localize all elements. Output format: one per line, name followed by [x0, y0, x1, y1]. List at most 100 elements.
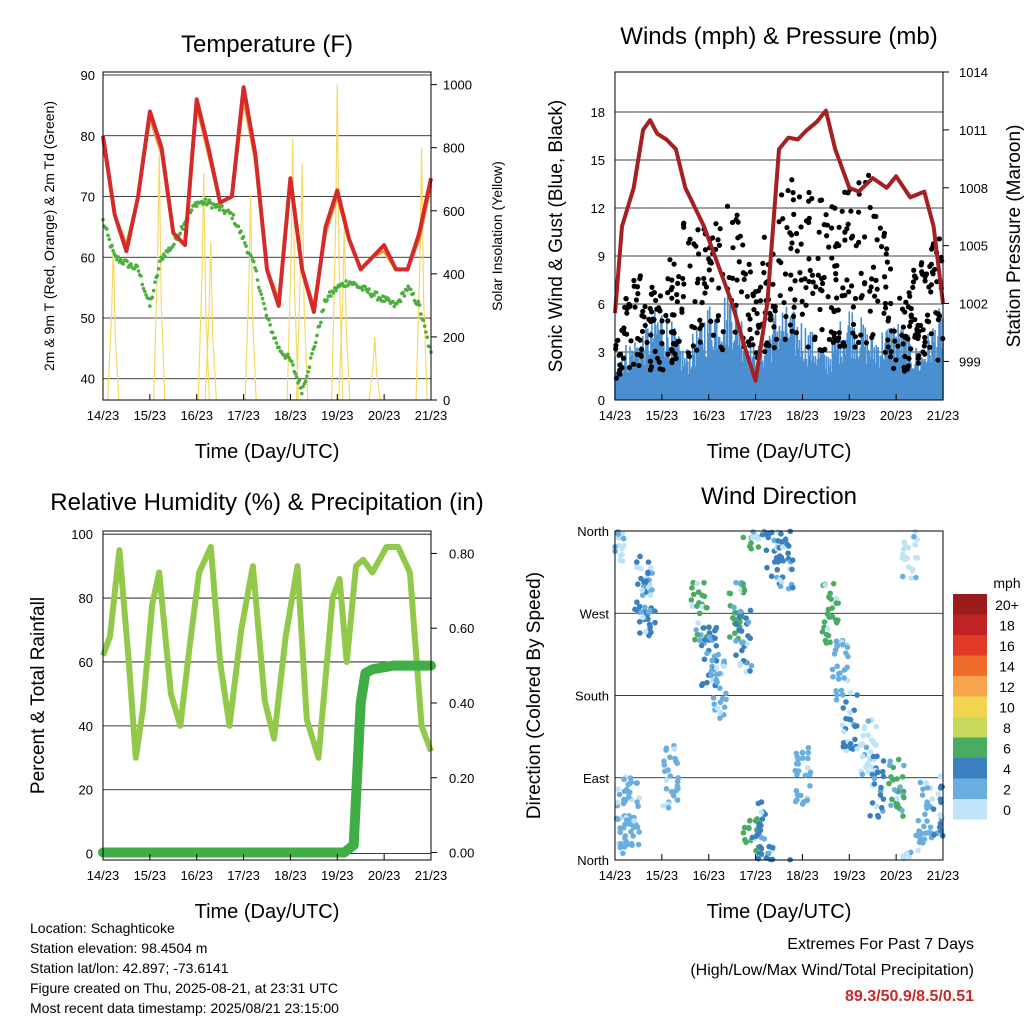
- direction-point: [706, 630, 713, 636]
- direction-point: [635, 581, 641, 587]
- x-tick-label-3: 17/23: [739, 868, 772, 883]
- direction-point: [747, 635, 753, 642]
- gust-point: [856, 239, 862, 245]
- direction-point: [844, 644, 851, 650]
- gust-point: [659, 318, 665, 324]
- dewpoint-point: [243, 241, 247, 245]
- direction-point: [841, 667, 848, 673]
- gust-point: [695, 227, 701, 233]
- gust-point: [787, 322, 793, 328]
- dewpoint-point: [313, 340, 318, 345]
- direction-point: [633, 559, 640, 565]
- gust-point: [806, 219, 812, 226]
- plot-frame-2: [102, 530, 432, 861]
- y-tick-label: 9: [598, 249, 605, 264]
- gust-point: [619, 327, 625, 333]
- direction-point: [727, 634, 733, 640]
- gust-point: [761, 270, 767, 276]
- direction-point: [899, 573, 906, 580]
- gust-point: [902, 353, 908, 360]
- gust-point: [665, 351, 671, 357]
- gust-point: [653, 297, 659, 304]
- gust-point: [831, 331, 837, 337]
- dewpoint-point: [270, 330, 275, 335]
- direction-point: [622, 821, 628, 828]
- direction-point: [880, 796, 887, 802]
- dewpoint-point: [268, 323, 272, 327]
- direction-point: [631, 818, 637, 824]
- x-tick-label-3: 16/23: [692, 868, 725, 883]
- dewpoint-point: [156, 267, 161, 271]
- dewpoint-point: [139, 274, 143, 278]
- direction-point: [939, 813, 945, 820]
- gust-point: [888, 300, 894, 307]
- gust-point: [900, 341, 906, 347]
- gust-point: [884, 259, 891, 265]
- plot-frame-1: [614, 71, 944, 401]
- gust-point: [740, 242, 746, 248]
- direction-point: [789, 584, 796, 591]
- gust-point: [822, 346, 828, 352]
- gust-point: [777, 292, 783, 299]
- gust-point: [817, 306, 823, 313]
- dewpoint-point: [189, 208, 194, 212]
- direction-point: [743, 839, 749, 846]
- gust-point: [615, 337, 621, 343]
- gust-point: [669, 277, 675, 283]
- gust-point: [734, 212, 740, 218]
- rh-line: [100, 544, 434, 761]
- gust-point: [887, 354, 894, 360]
- direction-point: [731, 604, 737, 611]
- gust-point: [806, 198, 812, 204]
- direction-point: [652, 608, 658, 615]
- gust-point: [865, 172, 872, 178]
- gust-point: [620, 355, 627, 361]
- direction-point: [709, 657, 715, 664]
- dewpoint-point: [178, 231, 183, 236]
- gust-point: [848, 235, 855, 241]
- direction-point: [642, 604, 648, 611]
- gust-point: [868, 284, 874, 290]
- station-elevation: Station elevation: 98.4504 m: [30, 940, 208, 956]
- y-tick-label: 90: [81, 68, 95, 83]
- gust-point: [803, 284, 809, 291]
- direction-point: [663, 747, 669, 753]
- direction-point: [619, 552, 625, 558]
- gust-point: [810, 279, 816, 285]
- legend-label: 10: [999, 700, 1015, 716]
- gust-point: [884, 246, 890, 252]
- dewpoint-point: [274, 341, 279, 345]
- direction-point: [701, 579, 707, 586]
- direction-point: [636, 619, 643, 625]
- gust-point: [744, 293, 750, 300]
- direction-point: [833, 697, 840, 703]
- direction-point: [638, 575, 644, 582]
- gust-point: [912, 316, 918, 323]
- gust-point: [635, 291, 641, 297]
- gust-point: [747, 326, 753, 333]
- direction-point: [723, 690, 729, 697]
- dewpoint-point: [158, 259, 162, 264]
- direction-point: [701, 593, 708, 600]
- gust-point: [747, 269, 754, 275]
- direction-point: [615, 531, 621, 537]
- direction-point: [890, 764, 897, 771]
- gust-point: [768, 317, 774, 323]
- gust-point: [648, 309, 655, 315]
- gust-point: [690, 343, 696, 349]
- y-right-tick-label: 1014: [959, 65, 988, 80]
- station-location: Location: Schaghticoke: [30, 920, 175, 936]
- gust-point: [708, 318, 714, 324]
- direction-point: [741, 824, 748, 831]
- x-tick-label-2: 15/23: [134, 868, 167, 883]
- gust-point: [903, 299, 909, 305]
- direction-point: [755, 536, 762, 542]
- dewpoint-point: [331, 291, 336, 295]
- gust-point: [848, 208, 854, 214]
- gust-point: [803, 302, 809, 308]
- direction-point: [665, 767, 671, 773]
- gust-point: [881, 274, 888, 280]
- gust-point: [796, 194, 803, 200]
- direction-point: [799, 749, 806, 756]
- dewpoint-point: [129, 262, 133, 266]
